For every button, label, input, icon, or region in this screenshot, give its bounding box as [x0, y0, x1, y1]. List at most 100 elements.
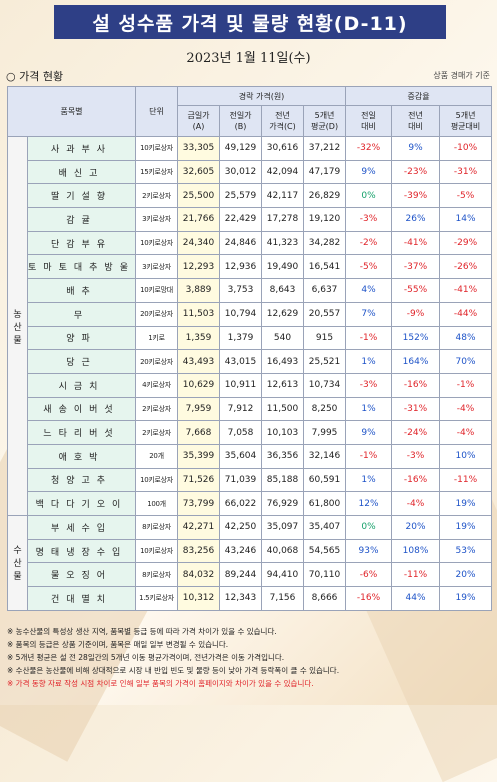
price-yesterday: 12,343	[219, 586, 262, 611]
item-name: 새송이버섯	[27, 396, 136, 422]
price-today: 7,668	[177, 420, 220, 445]
item-name: 애호박	[27, 443, 136, 469]
change-vs-last-year: 164%	[391, 349, 441, 374]
table-row: 건대멸치 1.5키로상자 10,312 12,343 7,156 8,666 -16% 44%…	[8, 586, 493, 611]
change-vs-5yr-avg: 14%	[439, 207, 493, 232]
item-name: 물오징어	[27, 562, 136, 588]
change-vs-yesterday: 0%	[345, 515, 393, 540]
price-today: 73,799	[177, 491, 220, 516]
change-vs-last-year: 20%	[391, 515, 441, 540]
item-name: 시금치	[27, 372, 136, 398]
price-last-year: 12,629	[261, 301, 304, 327]
change-vs-last-year: -39%	[391, 183, 441, 209]
price-table: 품목별 단위 경락 가격(원) 증감율 금일가 (A) 전일가 (B) 전년 가격(…	[7, 86, 493, 611]
table-row: 배신고 15키로상자 32,605 30,012 42,094 47,179 9% -23% -…	[8, 159, 493, 185]
price-last-year: 8,643	[261, 278, 304, 303]
price-yesterday: 42,250	[219, 515, 262, 540]
item-unit: 100개	[135, 491, 178, 516]
change-vs-5yr-avg: 53%	[439, 538, 493, 564]
table-row: 토마토대추방울 3키로상자 12,293 12,936 19,490 16,541 -5% -…	[8, 254, 493, 280]
price-today: 10,629	[177, 372, 220, 398]
price-criteria-note: 상품 경매가 기준	[433, 71, 490, 80]
change-vs-last-year: 26%	[391, 207, 441, 232]
table-row: 애호박 20개 35,399 35,604 36,356 32,146 -1% -3% 10%	[8, 443, 493, 469]
change-vs-yesterday: -3%	[345, 207, 393, 232]
price-today: 84,032	[177, 562, 220, 588]
price-5yr-avg: 32,146	[302, 443, 347, 469]
footnote: ※ 가격 동향 자료 작성 시점 차이로 인해 일부 품목의 가격이 홈페이지와…	[7, 679, 314, 688]
change-vs-yesterday: 9%	[345, 420, 393, 445]
price-today: 43,493	[177, 349, 220, 374]
item-name: 명태냉장수입	[27, 538, 136, 564]
item-unit: 20개	[135, 443, 178, 469]
header-col-0: 금일가 (A)	[177, 105, 220, 137]
change-vs-5yr-avg: -44%	[439, 301, 493, 327]
change-vs-5yr-avg: -5%	[439, 183, 493, 209]
change-vs-last-year: -24%	[391, 420, 441, 445]
change-vs-yesterday: -2%	[345, 230, 393, 256]
table-row: 감귤 3키로상자 21,766 22,429 17,278 19,120 -3% 26% 14%	[8, 207, 493, 232]
price-today: 12,293	[177, 254, 220, 280]
item-name: 부세수입	[27, 515, 136, 540]
change-vs-yesterday: 9%	[345, 159, 393, 185]
price-today: 42,271	[177, 515, 220, 540]
price-last-year: 85,188	[261, 467, 304, 493]
item-unit: 1키로	[135, 325, 178, 351]
price-yesterday: 10,911	[219, 372, 262, 398]
header-col-6: 5개년 평균대비	[439, 105, 493, 137]
price-last-year: 11,500	[261, 396, 304, 422]
price-5yr-avg: 19,120	[302, 207, 347, 232]
table-row: 무 20키로상자 11,503 10,794 12,629 20,557 7% -9% -44%	[8, 301, 493, 327]
header-change-group: 증감율	[345, 86, 493, 106]
change-vs-yesterday: -1%	[345, 443, 393, 469]
item-name: 배추	[27, 278, 136, 303]
change-vs-yesterday: -5%	[345, 254, 393, 280]
item-name: 느타리버섯	[27, 420, 136, 445]
table-row: 수 산 물 부세수입 8키로상자 42,271 42,250 35,097 35,407 0%…	[7, 515, 493, 611]
change-vs-5yr-avg: -11%	[439, 467, 493, 493]
price-yesterday: 66,022	[219, 491, 262, 516]
change-vs-last-year: -41%	[391, 230, 441, 256]
price-yesterday: 89,244	[219, 562, 262, 588]
price-5yr-avg: 60,591	[302, 467, 347, 493]
header-col-3: 5개년 평균(D)	[302, 105, 347, 137]
price-today: 1,359	[177, 325, 220, 351]
price-today: 71,526	[177, 467, 220, 493]
table-row: 새송이버섯 2키로상자 7,959 7,912 11,500 8,250 1% -31% -4%	[8, 396, 493, 422]
price-yesterday: 7,058	[219, 420, 262, 445]
change-vs-last-year: -55%	[391, 278, 441, 303]
item-unit: 10키로상자	[135, 467, 178, 493]
item-name: 배신고	[27, 159, 136, 185]
header-item: 품목별	[7, 86, 136, 137]
item-name: 사과부사	[27, 136, 136, 161]
change-vs-yesterday: 1%	[345, 396, 393, 422]
price-last-year: 16,493	[261, 349, 304, 374]
price-5yr-avg: 8,250	[302, 396, 347, 422]
footnote: ※ 수산물은 농산물에 비해 상대적으로 시장 내 반입 빈도 및 물량 등이 …	[7, 666, 340, 675]
change-vs-yesterday: 1%	[345, 349, 393, 374]
item-unit: 8키로상자	[135, 562, 178, 588]
price-today: 10,312	[177, 586, 220, 611]
table-row: 당근 20키로상자 43,493 43,015 16,493 25,521 1% 164% 70…	[8, 349, 493, 374]
change-vs-yesterday: 0%	[345, 183, 393, 209]
price-last-year: 540	[261, 325, 304, 351]
item-unit: 4키로상자	[135, 372, 178, 398]
price-5yr-avg: 70,110	[302, 562, 347, 588]
report-date: 2023년 1월 11일(수)	[186, 51, 311, 66]
change-vs-last-year: -31%	[391, 396, 441, 422]
price-last-year: 17,278	[261, 207, 304, 232]
table-row: 단감부유 10키로상자 24,340 24,846 41,323 34,282 -2% -41…	[8, 230, 493, 256]
change-vs-5yr-avg: 19%	[439, 515, 493, 540]
change-vs-last-year: -3%	[391, 443, 441, 469]
change-vs-5yr-avg: -4%	[439, 420, 493, 445]
price-yesterday: 7,912	[219, 396, 262, 422]
change-vs-5yr-avg: -10%	[439, 136, 493, 161]
change-vs-5yr-avg: -41%	[439, 278, 493, 303]
change-vs-5yr-avg: 48%	[439, 325, 493, 351]
price-yesterday: 10,794	[219, 301, 262, 327]
price-last-year: 30,616	[261, 136, 304, 161]
price-last-year: 10,103	[261, 420, 304, 445]
price-last-year: 94,410	[261, 562, 304, 588]
change-vs-yesterday: -32%	[345, 136, 393, 161]
price-today: 83,256	[177, 538, 220, 564]
